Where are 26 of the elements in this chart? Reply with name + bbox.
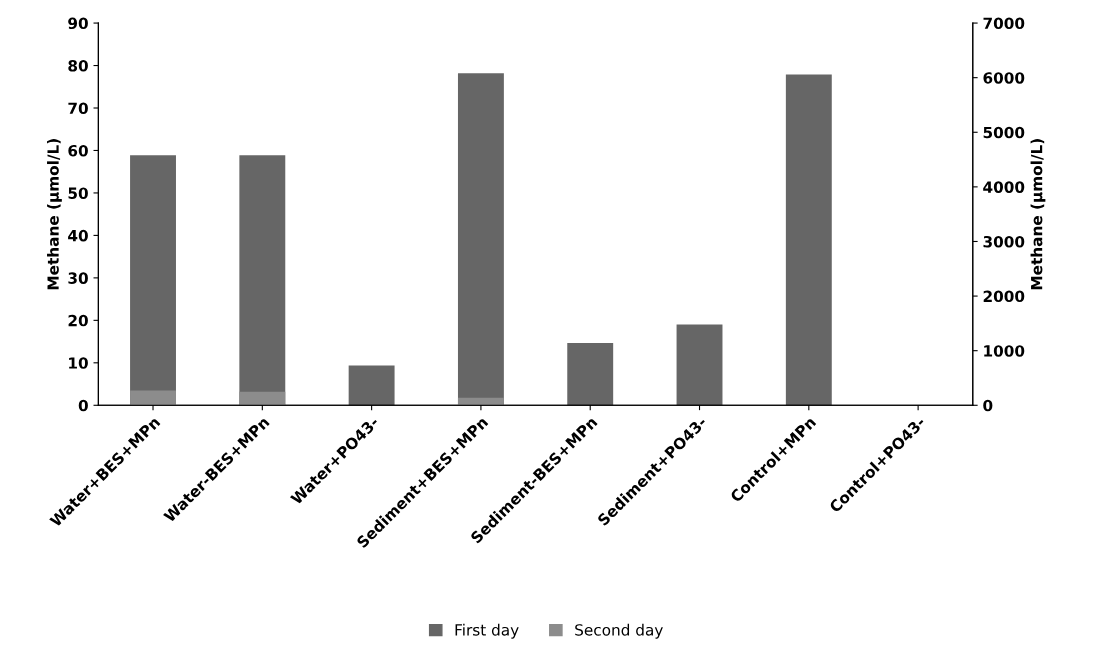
bar — [676, 324, 723, 406]
y-axis-title: Methane (µmol/L) — [47, 139, 62, 290]
y-tick-label: 50 — [68, 187, 88, 199]
y2-tick-label: 5000 — [983, 126, 1025, 139]
y2-tick-label: 7000 — [983, 17, 1025, 30]
y-tick-label: 20 — [68, 314, 88, 327]
bar — [785, 74, 832, 406]
y-tick-label: 60 — [68, 144, 88, 157]
legend-label: Second day — [575, 623, 663, 639]
y2-tick-label: 0 — [983, 399, 993, 412]
y-tick-label: 0 — [78, 399, 88, 412]
y2-tick-label: 1000 — [984, 345, 1025, 357]
y2-axis-title: Methane (µmol/L) — [1030, 139, 1046, 290]
y-tick-label: 80 — [68, 60, 88, 72]
y-tick-label: 40 — [68, 229, 88, 242]
y2-tick-label: 2000 — [983, 290, 1025, 303]
y2-tick-label: 6000 — [983, 72, 1025, 84]
y-tick-label: 10 — [69, 357, 88, 369]
y-tick-label: 70 — [68, 102, 88, 115]
legend-label: First day — [455, 623, 519, 639]
bar — [348, 365, 395, 406]
bar — [567, 343, 614, 406]
y-tick-label: 30 — [68, 272, 88, 284]
y-tick-label: 90 — [68, 17, 88, 30]
y2-tick-label: 4000 — [983, 181, 1025, 193]
y2-tick-label: 3000 — [983, 235, 1025, 248]
